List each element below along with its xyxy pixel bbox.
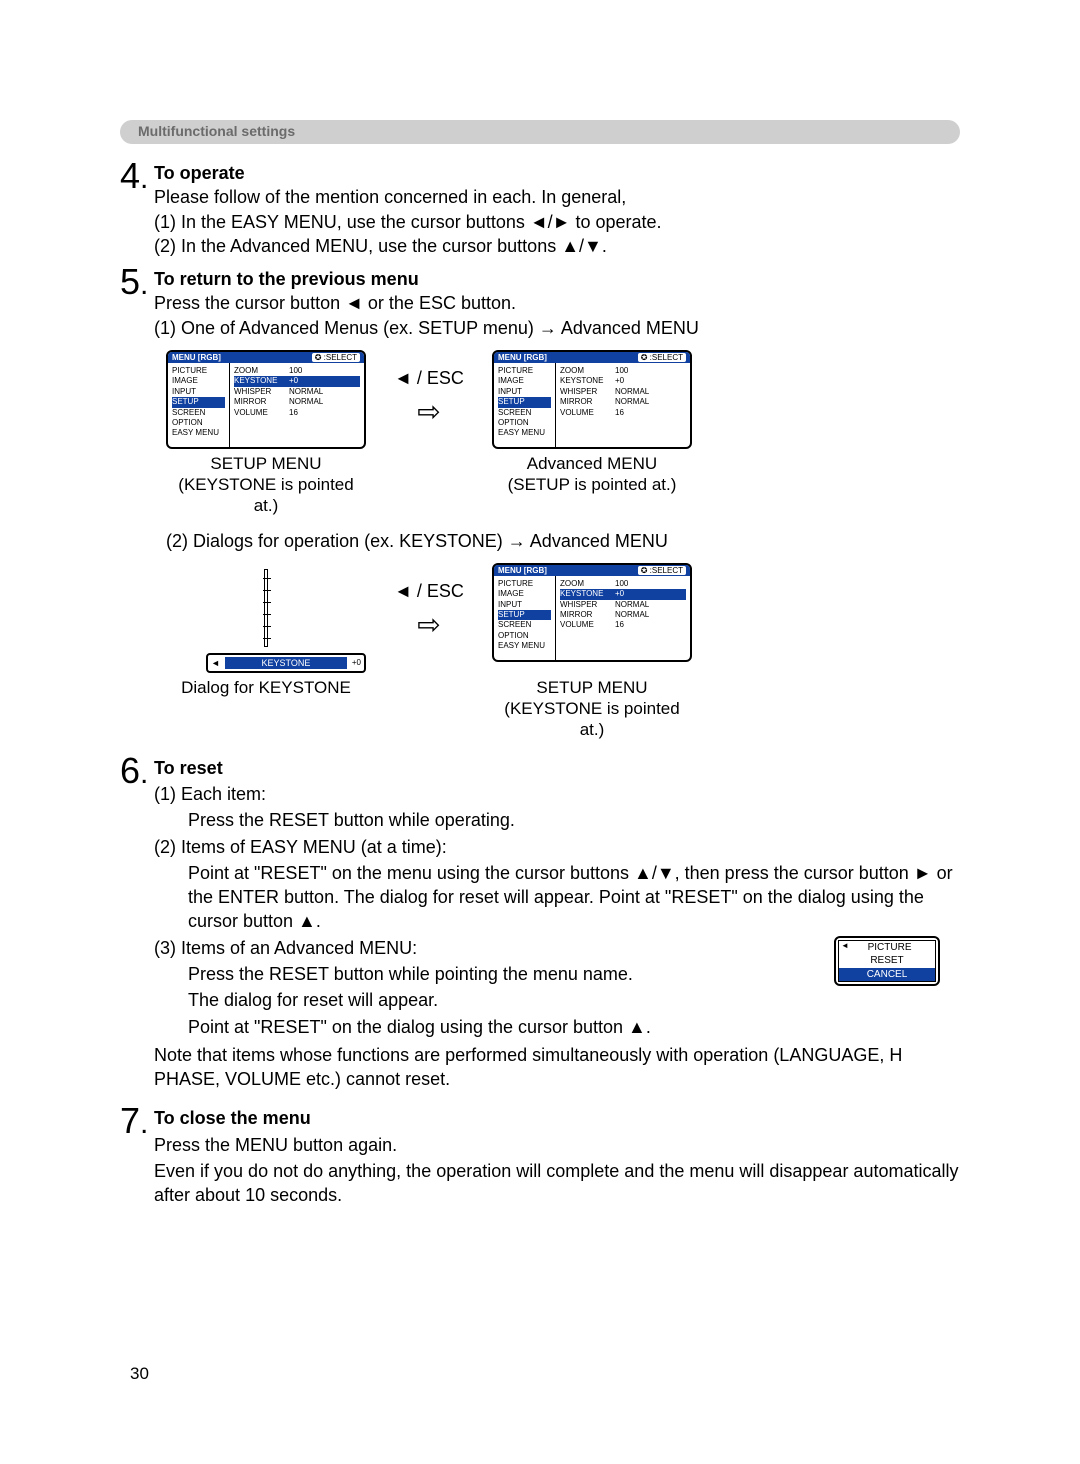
page: Multifunctional settings 4. To operate P…	[0, 0, 1080, 1276]
menu-left-col: PICTURE IMAGE INPUT SETUP SCREEN OPTION …	[168, 363, 230, 447]
menu-item: PICTURE	[172, 366, 225, 376]
text: Press the MENU button again.	[154, 1133, 960, 1157]
figure-arrow: ◄ / ESC ⇨	[384, 350, 474, 428]
select-label: ✪ :SELECT	[638, 566, 686, 575]
note-text: Note that items whose functions are perf…	[154, 1043, 960, 1092]
caption: Dialog for KEYSTONE	[166, 677, 366, 741]
step-title: To operate	[154, 163, 245, 183]
menu-item-selected: SETUP	[172, 397, 225, 407]
keystone-dialog: ◄ KEYSTONE +0	[166, 563, 366, 673]
menu-item: EASY MENU	[172, 428, 225, 438]
text: (1) One of Advanced Menus (ex. SETUP men…	[154, 318, 699, 338]
figure-arrow: ◄ / ESC ⇨	[384, 563, 474, 641]
menu-left-col: PICTURE IMAGE INPUT SETUP SCREEN OPTION …	[494, 363, 556, 447]
text: (2) Items of EASY MENU (at a time):	[154, 835, 960, 859]
keystone-slider	[264, 569, 268, 647]
menu-right-col: ZOOM KEYSTONE WHISPER MIRROR VOLUME 100 …	[556, 363, 690, 447]
setup-menu-panel: MENU [RGB] ✪ :SELECT PICTURE IMAGE INPUT…	[492, 563, 692, 662]
figure-row-2: ◄ KEYSTONE +0 ◄ / ESC ⇨ MENU [RGB] ✪ :SE…	[120, 563, 960, 673]
step-title: To close the menu	[154, 1108, 311, 1128]
text: Press the RESET button while operating.	[154, 808, 960, 832]
text: (1) In the EASY MENU, use the cursor but…	[154, 212, 662, 232]
cancel-option-selected: CANCEL	[839, 968, 935, 982]
text: Please follow of the mention concerned i…	[154, 187, 626, 207]
caption: Advanced MENU(SETUP is pointed at.)	[492, 453, 692, 517]
text: Point at "RESET" on the dialog using the…	[154, 1015, 960, 1039]
step-body: To return to the previous menu Press the…	[154, 264, 960, 340]
caption-row-1: SETUP MENU(KEYSTONE is pointed at.) Adva…	[120, 453, 960, 517]
text: Even if you do not do anything, the oper…	[154, 1159, 960, 1208]
section-header: Multifunctional settings	[120, 120, 960, 144]
menu-right-col: ZOOM KEYSTONE WHISPER MIRROR VOLUME 100 …	[230, 363, 364, 447]
step-body: To operate Please follow of the mention …	[154, 158, 960, 258]
select-label: ✪ :SELECT	[312, 353, 360, 362]
text: (2) Dialogs for operation (ex. KEYSTONE)…	[120, 529, 960, 553]
menu-title: MENU [RGB]	[498, 566, 547, 575]
esc-label: ◄ / ESC	[384, 581, 474, 602]
step-number: 7.	[120, 1103, 154, 1139]
menu-item: OPTION	[172, 418, 225, 428]
step-7: 7. To close the menu Press the MENU butt…	[120, 1103, 960, 1209]
select-label: ✪ :SELECT	[638, 353, 686, 362]
step-title: To return to the previous menu	[154, 269, 419, 289]
figure-row-1: MENU [RGB] ✪ :SELECT PICTURE IMAGE INPUT…	[120, 350, 960, 449]
text: (1) Each item:	[154, 782, 960, 806]
step-number: 4.	[120, 158, 154, 194]
keystone-box: ◄ KEYSTONE +0	[206, 653, 366, 673]
caption-row-2: Dialog for KEYSTONE SETUP MENU(KEYSTONE …	[120, 677, 960, 741]
text: The dialog for reset will appear.	[154, 988, 960, 1012]
page-number: 30	[130, 1364, 149, 1384]
step-title: To reset	[154, 758, 223, 778]
left-arrow-icon: ◄	[841, 941, 849, 955]
caption: SETUP MENU(KEYSTONE is pointed at.)	[166, 453, 366, 517]
setup-menu-panel: MENU [RGB] ✪ :SELECT PICTURE IMAGE INPUT…	[166, 350, 366, 449]
text: Point at "RESET" on the menu using the c…	[154, 861, 960, 934]
step-body: To close the menu Press the MENU button …	[154, 1103, 960, 1209]
reset-title: PICTURE	[849, 941, 930, 955]
step-6: 6. To reset (1) Each item: Press the RES…	[120, 753, 960, 1094]
step-number: 5.	[120, 264, 154, 300]
step-4: 4. To operate Please follow of the menti…	[120, 158, 960, 258]
keystone-value: +0	[349, 658, 364, 667]
esc-label: ◄ / ESC	[384, 368, 474, 389]
text: (2) In the Advanced MENU, use the cursor…	[154, 236, 607, 256]
menu-title: MENU [RGB]	[498, 353, 547, 362]
step-number: 6.	[120, 753, 154, 789]
menu-title: MENU [RGB]	[172, 353, 221, 362]
arrow-icon: ⇨	[384, 395, 474, 428]
section-title: Multifunctional settings	[138, 123, 295, 139]
menu-item: SCREEN	[172, 408, 225, 418]
menu-item: INPUT	[172, 387, 225, 397]
keystone-label: KEYSTONE	[225, 657, 347, 669]
step-5: 5. To return to the previous menu Press …	[120, 264, 960, 340]
reset-dialog: ◄PICTURE RESET CANCEL	[834, 936, 940, 987]
arrow-icon: ⇨	[384, 608, 474, 641]
caption: SETUP MENU(KEYSTONE is pointed at.)	[492, 677, 692, 741]
advanced-menu-panel: MENU [RGB] ✪ :SELECT PICTURE IMAGE INPUT…	[492, 350, 692, 449]
step-body: To reset (1) Each item: Press the RESET …	[154, 753, 960, 1094]
menu-item: IMAGE	[172, 376, 225, 386]
reset-option: RESET	[839, 954, 935, 968]
text: Press the cursor button ◄ or the ESC but…	[154, 293, 516, 313]
left-arrow-icon: ◄	[208, 658, 223, 668]
